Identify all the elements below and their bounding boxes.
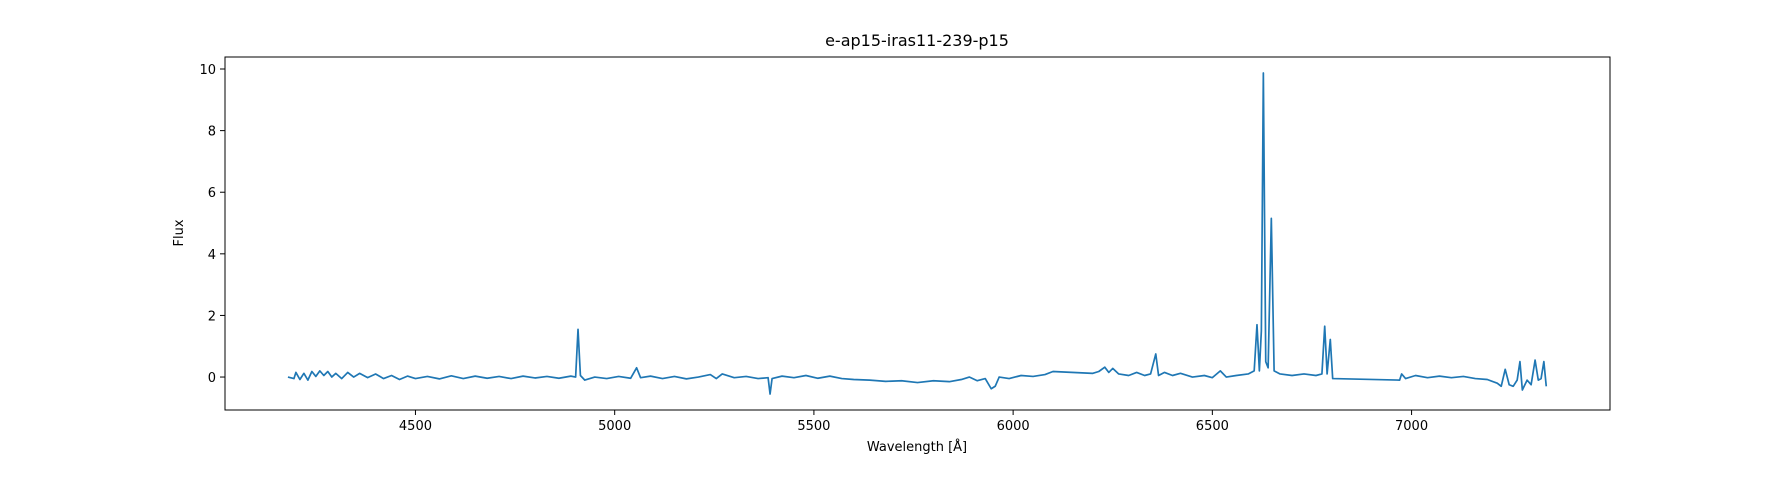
y-tick-label: 2 bbox=[208, 309, 216, 324]
y-tick-label: 6 bbox=[208, 186, 216, 201]
y-tick-label: 0 bbox=[208, 371, 216, 386]
y-axis-label: Flux bbox=[172, 219, 187, 246]
x-axis-label: Wavelength [Å] bbox=[867, 439, 967, 455]
chart-title: e-ap15-iras11-239-p15 bbox=[825, 31, 1009, 50]
x-tick-label: 6000 bbox=[997, 419, 1030, 434]
y-tick-label: 8 bbox=[208, 125, 216, 140]
y-tick-label: 10 bbox=[199, 63, 216, 78]
x-tick-label: 4500 bbox=[399, 419, 432, 434]
x-tick-label: 7000 bbox=[1395, 419, 1428, 434]
y-tick-label: 4 bbox=[208, 248, 216, 263]
x-tick-label: 6500 bbox=[1196, 419, 1229, 434]
plot-frame bbox=[224, 56, 1611, 411]
x-tick-label: 5500 bbox=[797, 419, 830, 434]
series-line bbox=[287, 72, 1548, 395]
x-tick-label: 5000 bbox=[598, 419, 631, 434]
